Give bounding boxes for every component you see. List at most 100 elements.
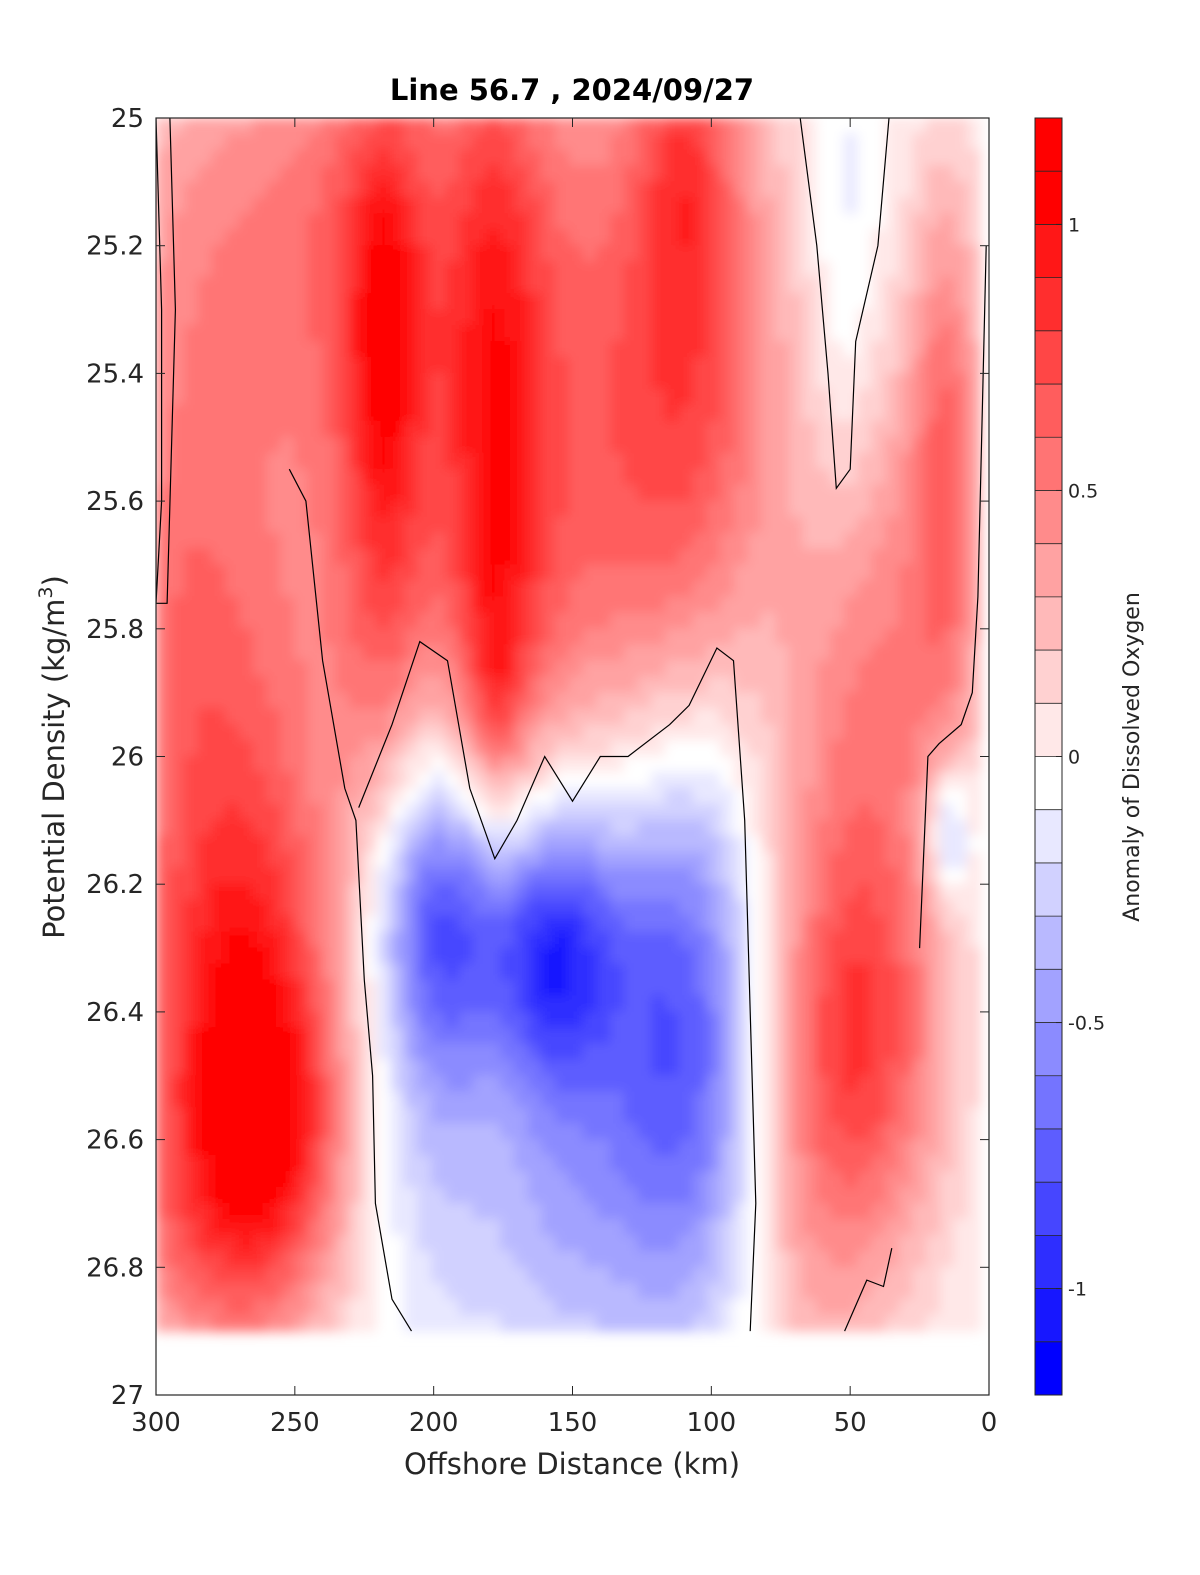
field-cell bbox=[677, 708, 693, 726]
field-cell bbox=[746, 1075, 762, 1093]
field-cell bbox=[471, 931, 487, 949]
field-cell bbox=[760, 596, 776, 614]
field-cell bbox=[526, 596, 542, 614]
field-cell bbox=[457, 851, 473, 869]
field-cell bbox=[774, 1027, 789, 1045]
field-cell bbox=[650, 564, 666, 582]
field-cell bbox=[526, 1075, 542, 1093]
field-cell bbox=[705, 149, 721, 167]
field-cell bbox=[347, 580, 363, 598]
field-cell bbox=[444, 708, 459, 726]
field-cell bbox=[389, 1186, 404, 1204]
field-cell bbox=[499, 899, 514, 917]
field-cell bbox=[801, 118, 817, 135]
field-cell bbox=[897, 899, 913, 917]
field-cell bbox=[430, 1171, 446, 1188]
field-cell bbox=[883, 931, 899, 949]
field-cell bbox=[691, 213, 707, 231]
field-cell bbox=[526, 628, 542, 646]
field-cell bbox=[897, 1298, 913, 1316]
field-cell bbox=[746, 229, 762, 247]
field-cell bbox=[664, 1107, 679, 1125]
field-cell bbox=[732, 963, 748, 981]
field-cell bbox=[279, 1298, 294, 1316]
field-cell bbox=[361, 1186, 377, 1204]
field-cell bbox=[842, 340, 858, 358]
field-cell bbox=[375, 1282, 391, 1300]
field-cell bbox=[375, 356, 391, 374]
field-cell bbox=[966, 1282, 982, 1300]
field-cell bbox=[347, 1091, 363, 1109]
field-cell bbox=[210, 1059, 226, 1077]
field-cell bbox=[677, 197, 693, 215]
field-cell bbox=[182, 165, 198, 183]
field-cell bbox=[554, 420, 569, 438]
field-cell bbox=[485, 883, 501, 901]
field-cell bbox=[306, 803, 322, 821]
field-cell bbox=[966, 532, 982, 550]
field-cell bbox=[636, 372, 652, 390]
field-cell bbox=[485, 516, 501, 534]
field-cell bbox=[457, 708, 473, 726]
field-cell bbox=[938, 963, 954, 981]
field-cell bbox=[581, 931, 597, 949]
field-cell bbox=[361, 596, 377, 614]
field-cell bbox=[444, 548, 459, 566]
field-cell bbox=[609, 309, 624, 327]
field-cell bbox=[925, 133, 940, 151]
field-cell bbox=[966, 420, 982, 438]
field-cell bbox=[952, 740, 968, 757]
field-cell bbox=[609, 740, 624, 757]
field-cell bbox=[210, 1075, 226, 1093]
field-cell bbox=[389, 851, 404, 869]
field-cell bbox=[664, 596, 679, 614]
field-cell bbox=[732, 819, 748, 837]
field-cell bbox=[499, 277, 514, 295]
field-cell bbox=[609, 596, 624, 614]
field-cell bbox=[636, 787, 652, 805]
field-cell bbox=[897, 309, 913, 327]
field-cell bbox=[361, 245, 377, 263]
field-cell bbox=[760, 484, 776, 502]
field-cell bbox=[512, 404, 528, 422]
field-cell bbox=[471, 149, 487, 167]
field-cell bbox=[554, 293, 569, 311]
field-cell bbox=[430, 1043, 446, 1061]
field-cell bbox=[554, 197, 569, 215]
field-cell bbox=[334, 819, 349, 837]
field-cell bbox=[444, 325, 459, 342]
field-cell bbox=[787, 468, 803, 486]
field-cell bbox=[925, 835, 940, 853]
field-cell bbox=[182, 229, 198, 247]
field-cell bbox=[966, 1155, 982, 1173]
field-cell bbox=[911, 564, 927, 582]
field-cell bbox=[169, 500, 184, 518]
field-cell bbox=[636, 1075, 652, 1093]
field-cell bbox=[911, 325, 927, 342]
field-cell bbox=[375, 1218, 391, 1236]
field-cell bbox=[746, 468, 762, 486]
field-cell bbox=[856, 676, 872, 694]
field-cell bbox=[169, 835, 184, 853]
colorbar-tick-label: 0.5 bbox=[1068, 480, 1098, 502]
field-cell bbox=[567, 1298, 583, 1316]
field-cell bbox=[856, 309, 872, 327]
field-cell bbox=[306, 787, 322, 805]
field-cell bbox=[732, 452, 748, 470]
field-cell bbox=[457, 580, 473, 598]
field-cell bbox=[828, 356, 844, 374]
field-cell bbox=[952, 787, 968, 805]
field-cell bbox=[334, 963, 349, 981]
field-cell bbox=[774, 1282, 789, 1300]
field-cell bbox=[911, 787, 927, 805]
field-cell bbox=[375, 181, 391, 199]
field-cell bbox=[375, 1155, 391, 1173]
field-cell bbox=[389, 1155, 404, 1173]
field-cell bbox=[375, 756, 391, 773]
field-cell bbox=[732, 931, 748, 949]
field-cell bbox=[334, 740, 349, 757]
field-cell bbox=[540, 835, 556, 853]
field-cell bbox=[581, 883, 597, 901]
field-cell bbox=[746, 1011, 762, 1029]
field-cell bbox=[952, 628, 968, 646]
